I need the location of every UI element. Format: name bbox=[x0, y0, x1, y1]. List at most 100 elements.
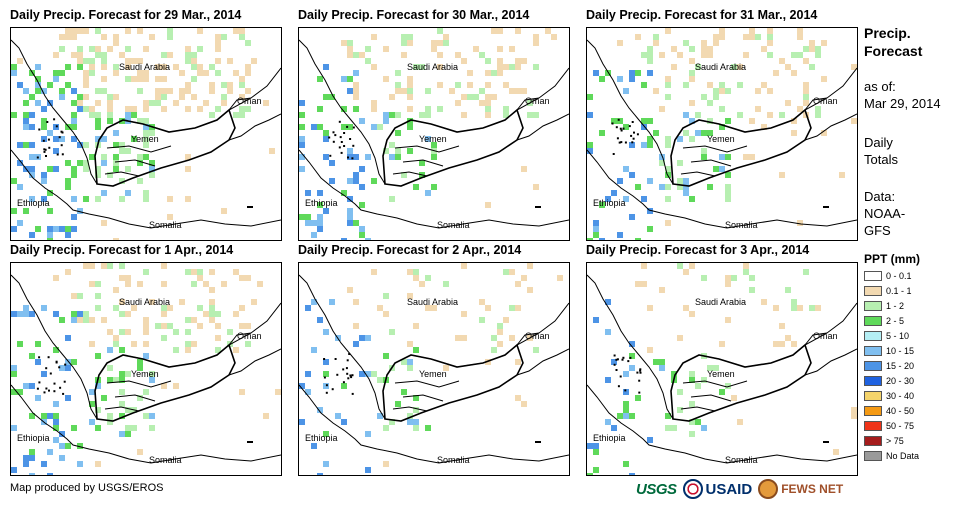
precip-cell bbox=[851, 407, 857, 413]
precip-cell bbox=[29, 196, 35, 202]
island-dot bbox=[619, 375, 622, 378]
admin-boundaries bbox=[104, 145, 172, 177]
usaid-logo-text: USAID bbox=[705, 480, 753, 498]
precip-cell bbox=[59, 455, 65, 461]
precip-cell bbox=[485, 112, 491, 118]
precip-cell bbox=[641, 52, 647, 58]
islands bbox=[36, 118, 253, 208]
credit-text: Map produced by USGS/EROS bbox=[10, 482, 164, 494]
precip-cell bbox=[329, 299, 335, 305]
precip-cell bbox=[317, 202, 323, 208]
precip-cell bbox=[59, 365, 65, 371]
country-label-yemen: Yemen bbox=[131, 134, 159, 144]
island-dot bbox=[352, 126, 355, 129]
precip-cell bbox=[137, 70, 143, 76]
legend-label: 50 - 75 bbox=[886, 420, 915, 431]
precip-cell bbox=[407, 82, 413, 88]
precip-cell bbox=[59, 34, 65, 40]
legend-label: 0.1 - 1 bbox=[886, 285, 912, 296]
precip-cell bbox=[83, 263, 89, 269]
island-dot bbox=[342, 368, 345, 371]
precip-cell bbox=[125, 190, 131, 196]
precip-cell bbox=[101, 58, 107, 64]
precip-cell bbox=[683, 82, 689, 88]
precip-cell bbox=[689, 58, 695, 64]
precip-cell bbox=[647, 52, 653, 58]
country-label-oman: Oman bbox=[813, 331, 838, 341]
precip-cell bbox=[395, 70, 401, 76]
precip-cell bbox=[143, 190, 149, 196]
precip-cell bbox=[425, 425, 431, 431]
precip-cell bbox=[509, 64, 515, 70]
precip-cell bbox=[137, 395, 143, 401]
island-dot bbox=[323, 376, 326, 379]
precip-cell bbox=[239, 389, 245, 395]
precip-cell bbox=[77, 64, 83, 70]
precip-cell bbox=[299, 214, 305, 220]
precip-cell bbox=[503, 82, 509, 88]
precip-cell bbox=[617, 178, 623, 184]
island-dot bbox=[351, 392, 354, 395]
precip-cell bbox=[317, 190, 323, 196]
precip-cell bbox=[95, 281, 101, 287]
precip-cell bbox=[107, 100, 113, 106]
map-svg bbox=[299, 263, 569, 475]
legend-label: 1 - 2 bbox=[886, 300, 905, 311]
precip-cell bbox=[689, 136, 695, 142]
socotra-island bbox=[535, 441, 541, 443]
precip-cell bbox=[29, 311, 35, 317]
precip-cell bbox=[107, 112, 113, 118]
red-sea-coastline bbox=[11, 39, 98, 185]
precip-cell bbox=[71, 124, 77, 130]
precip-cell bbox=[323, 371, 329, 377]
precip-cell bbox=[41, 413, 47, 419]
precip-cell bbox=[347, 124, 353, 130]
precip-cell bbox=[593, 449, 599, 455]
precip-cell bbox=[41, 88, 47, 94]
precip-cell bbox=[41, 371, 47, 377]
legend-swatch bbox=[864, 330, 882, 341]
precip-cell bbox=[683, 112, 689, 118]
country-label-yemen: Yemen bbox=[419, 369, 447, 379]
precip-cell bbox=[125, 106, 131, 112]
precip-cell bbox=[473, 94, 479, 100]
precip-cell bbox=[389, 329, 395, 335]
precip-cell bbox=[155, 88, 161, 94]
precip-cell bbox=[803, 82, 809, 88]
island-dot bbox=[43, 150, 46, 153]
precip-cell bbox=[371, 371, 377, 377]
precip-cell bbox=[215, 40, 221, 46]
precip-cell bbox=[383, 112, 389, 118]
precip-cell bbox=[131, 58, 137, 64]
precip-cell bbox=[47, 82, 53, 88]
precip-cell bbox=[779, 58, 785, 64]
panel-title: Daily Precip. Forecast for 3 Apr., 2014 bbox=[586, 243, 810, 257]
precip-cell bbox=[323, 461, 329, 467]
precip-cell bbox=[107, 329, 113, 335]
precip-cell bbox=[701, 148, 707, 154]
precip-cell bbox=[713, 34, 719, 40]
precip-cell bbox=[143, 46, 149, 52]
precip-cell bbox=[701, 40, 707, 46]
precip-cell bbox=[725, 281, 731, 287]
island-dot bbox=[621, 358, 624, 361]
precip-map: Saudi Arabia Oman Yemen Ethiopia Somalia bbox=[586, 262, 858, 476]
precip-cell bbox=[395, 401, 401, 407]
precip-cell bbox=[83, 94, 89, 100]
precip-cell bbox=[107, 263, 113, 269]
precip-cell bbox=[101, 64, 107, 70]
precip-cell bbox=[179, 94, 185, 100]
island-dot bbox=[332, 131, 335, 134]
precip-cell bbox=[53, 76, 59, 82]
precip-cells bbox=[587, 28, 857, 240]
precip-cell bbox=[89, 341, 95, 347]
precip-cell bbox=[725, 196, 731, 202]
precip-cell bbox=[149, 34, 155, 40]
precip-cell bbox=[227, 82, 233, 88]
precip-cell bbox=[317, 214, 323, 220]
precip-cell bbox=[311, 124, 317, 130]
precip-cell bbox=[233, 311, 239, 317]
precip-cell bbox=[23, 142, 29, 148]
precip-cell bbox=[71, 136, 77, 142]
precip-map: Saudi Arabia Oman Yemen Ethiopia Somalia bbox=[10, 27, 282, 241]
